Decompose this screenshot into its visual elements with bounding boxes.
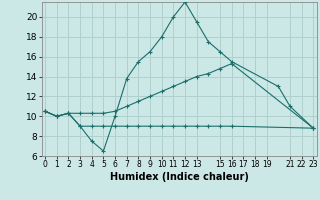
X-axis label: Humidex (Indice chaleur): Humidex (Indice chaleur)	[110, 172, 249, 182]
